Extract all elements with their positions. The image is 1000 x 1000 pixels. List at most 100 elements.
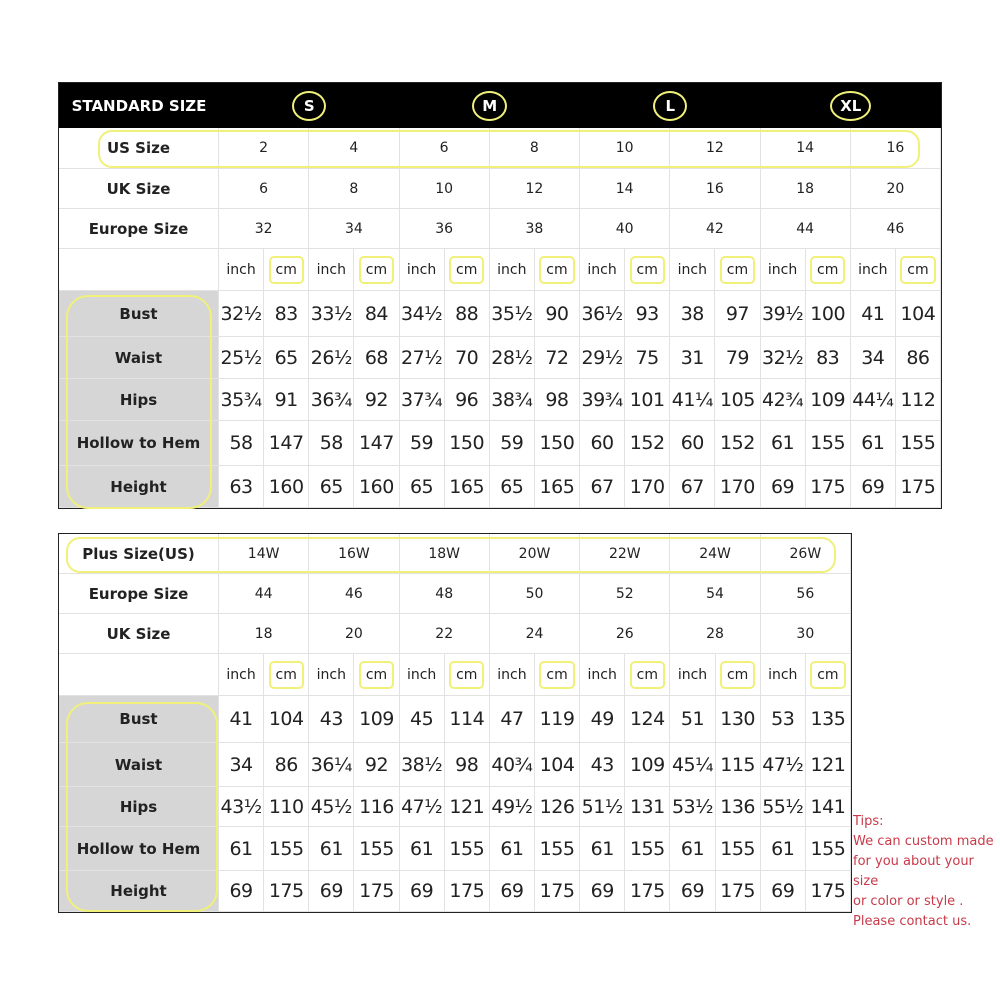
measurement-cell: 155 <box>264 827 310 871</box>
size-letter-xl-text: XL <box>830 90 872 121</box>
measurement-cell: 49½ <box>489 787 535 827</box>
measurement-cell: 41 <box>219 696 265 743</box>
measurement-cell: 92 <box>354 743 400 787</box>
size-cell: 48 <box>399 574 490 614</box>
size-letter-l-text: L <box>653 90 688 121</box>
unit-cm: cm <box>444 654 490 696</box>
measurement-cell: 61 <box>219 827 265 871</box>
row-label: US Size <box>59 128 219 169</box>
size-cell: 18W <box>399 534 490 574</box>
measurement-cell: 69 <box>219 871 265 912</box>
measurement-cell: 121 <box>805 743 851 787</box>
measurement-cell: 36¼ <box>309 743 355 787</box>
row-label: Plus Size(US) <box>59 534 219 574</box>
unit-cm: cm <box>805 654 851 696</box>
measurement-cell: 60 <box>670 421 716 466</box>
unit-cm-text: cm <box>449 660 485 689</box>
unit-inch: inch <box>219 249 265 291</box>
measurement-cell: 47½ <box>760 743 806 787</box>
tips-line: or color or style . <box>853 894 964 909</box>
measurement-cell: 35¾ <box>219 379 265 421</box>
unit-cm-text: cm <box>358 255 395 284</box>
measurement-cell: 109 <box>625 743 671 787</box>
unit-inch: inch <box>399 249 445 291</box>
unit-cm: cm <box>534 249 580 291</box>
unit-cm-text: cm <box>539 660 575 689</box>
size-cell: 26 <box>580 614 671 654</box>
measurement-cell: 29½ <box>580 337 626 379</box>
measurement-label-hips: Hips <box>59 787 219 827</box>
measurement-label-waist: Waist <box>59 743 219 787</box>
measurement-cell: 109 <box>354 696 400 743</box>
measurement-cell: 110 <box>264 787 310 827</box>
measurement-cell: 38 <box>670 291 716 337</box>
measurement-cell: 34 <box>219 743 265 787</box>
measurement-cell: 147 <box>264 421 310 466</box>
measurement-cell: 175 <box>534 871 581 912</box>
size-cell: 16 <box>670 169 761 209</box>
unit-cm-text: cm <box>358 660 395 689</box>
measurement-label-hollow-to-hem: Hollow to Hem <box>59 827 219 871</box>
measurement-cell: 91 <box>264 379 310 421</box>
unit-cm: cm <box>715 249 761 291</box>
size-cell: 22W <box>580 534 671 574</box>
unit-inch: inch <box>760 249 806 291</box>
measurement-cell: 116 <box>354 787 400 827</box>
size-cell: 28 <box>670 614 761 654</box>
measurement-label-bust: Bust <box>59 291 219 337</box>
measurement-cell: 61 <box>399 827 445 871</box>
size-cell: 10 <box>580 128 671 169</box>
measurement-cell: 69 <box>489 871 535 912</box>
measurement-cell: 114 <box>444 696 490 743</box>
measurement-cell: 86 <box>264 743 310 787</box>
row-label: Europe Size <box>59 209 219 249</box>
size-cell: 14W <box>219 534 310 574</box>
measurement-cell: 69 <box>760 871 806 912</box>
size-cell: 8 <box>309 169 400 209</box>
measurement-cell: 104 <box>534 743 581 787</box>
measurement-cell: 60 <box>580 421 626 466</box>
size-letter-m: M <box>399 83 580 128</box>
measurement-cell: 61 <box>309 827 355 871</box>
measurement-cell: 31 <box>670 337 716 379</box>
measurement-cell: 101 <box>625 379 671 421</box>
measurement-cell: 155 <box>715 827 761 871</box>
unit-cm-text: cm <box>719 255 756 284</box>
measurement-cell: 61 <box>760 827 806 871</box>
unit-cm-text: cm <box>629 660 666 689</box>
measurement-label-hollow-to-hem: Hollow to Hem <box>59 421 219 466</box>
measurement-label-waist: Waist <box>59 337 219 379</box>
measurement-label-bust: Bust <box>59 696 219 743</box>
measurement-cell: 69 <box>309 871 355 912</box>
unit-inch: inch <box>670 249 716 291</box>
size-cell: 20W <box>489 534 581 574</box>
size-cell: 12 <box>489 169 580 209</box>
measurement-cell: 41 <box>850 291 896 337</box>
size-cell: 50 <box>489 574 581 614</box>
measurement-cell: 53 <box>760 696 806 743</box>
measurement-cell: 61 <box>489 827 535 871</box>
measurement-cell: 26½ <box>309 337 355 379</box>
size-cell: 54 <box>670 574 761 614</box>
unit-inch: inch <box>760 654 806 696</box>
unit-cm-text: cm <box>719 660 756 689</box>
measurement-cell: 53½ <box>670 787 716 827</box>
size-letter-m-text: M <box>472 90 508 121</box>
size-cell: 42 <box>670 209 761 249</box>
measurement-cell: 36¾ <box>309 379 355 421</box>
size-cell: 22 <box>399 614 490 654</box>
measurement-cell: 155 <box>444 827 490 871</box>
measurement-cell: 121 <box>444 787 490 827</box>
size-cell: 14 <box>580 169 671 209</box>
size-cell: 36 <box>399 209 490 249</box>
measurement-cell: 83 <box>264 291 310 337</box>
measurement-label-hips: Hips <box>59 379 219 421</box>
measurement-cell: 175 <box>715 871 761 912</box>
measurement-cell: 72 <box>534 337 580 379</box>
measurement-cell: 119 <box>534 696 581 743</box>
measurement-cell: 75 <box>625 337 671 379</box>
measurement-cell: 175 <box>625 871 671 912</box>
measurement-cell: 175 <box>354 871 400 912</box>
size-cell: 24 <box>489 614 581 654</box>
size-cell: 4 <box>309 128 400 169</box>
